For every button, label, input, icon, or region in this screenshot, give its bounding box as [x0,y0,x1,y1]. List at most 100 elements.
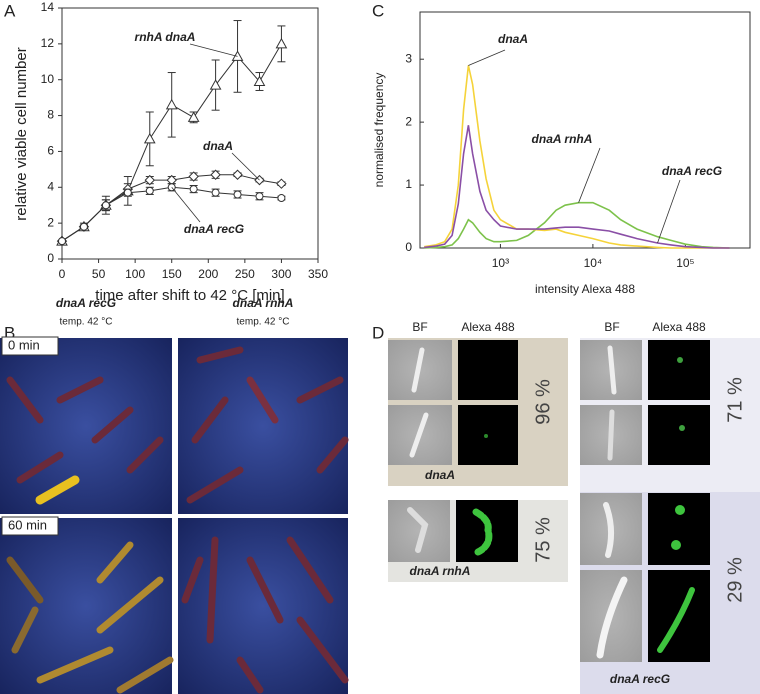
series-label: dnaA rnhA [532,132,593,146]
marker [101,201,110,210]
micrograph [178,518,348,694]
marker [276,178,287,189]
cell-shapes [407,345,695,659]
percentage: 96 % [532,379,554,425]
marker [145,186,154,195]
micrograph-grid [0,338,349,694]
marker [165,98,178,110]
x-tick-label: 300 [271,267,291,281]
fluorescence-image [458,405,518,465]
panel-label: D [372,323,384,342]
panel-label: A [4,1,16,20]
percentage: 71 % [724,377,746,423]
marker [210,169,221,180]
percentage: 75 % [532,517,554,563]
x-tick-label: 10³ [492,256,509,270]
marker [277,194,286,203]
x-tick-label: 150 [162,267,182,281]
panel-label: C [372,1,384,20]
chart: 0 1 2 3 10³ 10⁴ 10⁵ intensity Alexa 488 normalis… [372,11,751,296]
series-label: dnaA [498,32,528,46]
micrograph [0,338,172,514]
cell-images [388,338,760,694]
x-tick-label: 50 [92,267,106,281]
y-tick-label: 3 [405,51,412,65]
cells [6,346,349,694]
strain-label: dnaA recG [610,672,670,686]
marker [189,185,198,194]
micrograph [0,518,172,694]
column-subtitle: temp. 42 °C [60,317,113,328]
column-title: dnaA recG [56,296,116,310]
marker [188,171,199,182]
marker [123,188,132,197]
column-header: BF [604,320,619,334]
chart: 0 2 4 6 8 10 12 14 0 50 100 150 200 250 300 350 time aft… [13,0,328,304]
time-label-box [1,336,59,356]
leader-line [657,179,681,244]
x-tick-label: 200 [198,267,218,281]
strain-label: dnaA [425,468,455,482]
panel-label: B [4,323,15,342]
y-tick-label: 12 [41,36,55,50]
marker [58,237,66,246]
x-tick-label: 10⁵ [676,256,694,270]
y-tick-label: 4 [47,179,54,193]
y-tick-label: 0 [405,240,412,254]
marker [253,75,266,87]
fluorescence-image [648,340,710,400]
series-label: rnhA dnaA [135,30,196,44]
marker [233,190,242,199]
leader-line [578,147,601,203]
series-label: dnaA [203,139,233,153]
column-header: Alexa 488 [461,320,515,334]
series-line [424,201,730,249]
time-label: 60 min [8,517,47,532]
time-label-box [1,516,59,536]
marker [211,188,220,197]
strain-label: dnaA rnhA [410,564,471,578]
marker [143,132,156,144]
series-line [61,186,282,242]
y-tick-label: 6 [47,144,54,158]
y-tick-label: 1 [405,177,412,191]
leader-line [189,43,238,57]
marker [209,79,222,90]
plot-frame [61,7,319,260]
time-label: 0 min [8,337,40,352]
plot-frame [419,11,751,249]
fluorescence-image [648,405,710,465]
leader-line [231,152,260,181]
y-tick-label: 8 [47,108,54,122]
y-tick-label: 10 [41,72,55,86]
y-tick-label: 2 [47,215,54,229]
marker [79,222,88,231]
leader-line [171,187,201,223]
y-axis-label: relative viable cell number [13,47,30,220]
column-header: BF [412,320,427,334]
series-line [424,125,730,249]
series-label: dnaA recG [184,222,244,236]
marker [232,169,243,180]
x-axis-label: intensity Alexa 488 [535,282,635,296]
marker [275,37,288,49]
x-tick-label: 250 [235,267,255,281]
marker [255,192,264,201]
y-tick-label: 2 [405,114,412,128]
x-tick-label: 0 [59,267,66,281]
leader-line [468,49,506,66]
x-tick-label: 350 [308,267,328,281]
column-title: dnaA rnhA [233,296,294,310]
percentage: 29 % [724,557,746,603]
y-tick-label: 0 [47,251,54,265]
y-axis-label: normalised frequency [372,73,386,188]
x-tick-label: 100 [125,267,145,281]
y-tick-label: 14 [41,0,55,14]
column-header: Alexa 488 [652,320,706,334]
column-subtitle: temp. 42 °C [237,317,290,328]
marker [144,174,155,186]
series-label: dnaA recG [662,164,722,178]
fluorescence-image [648,493,710,565]
x-tick-label: 10⁴ [584,256,603,270]
